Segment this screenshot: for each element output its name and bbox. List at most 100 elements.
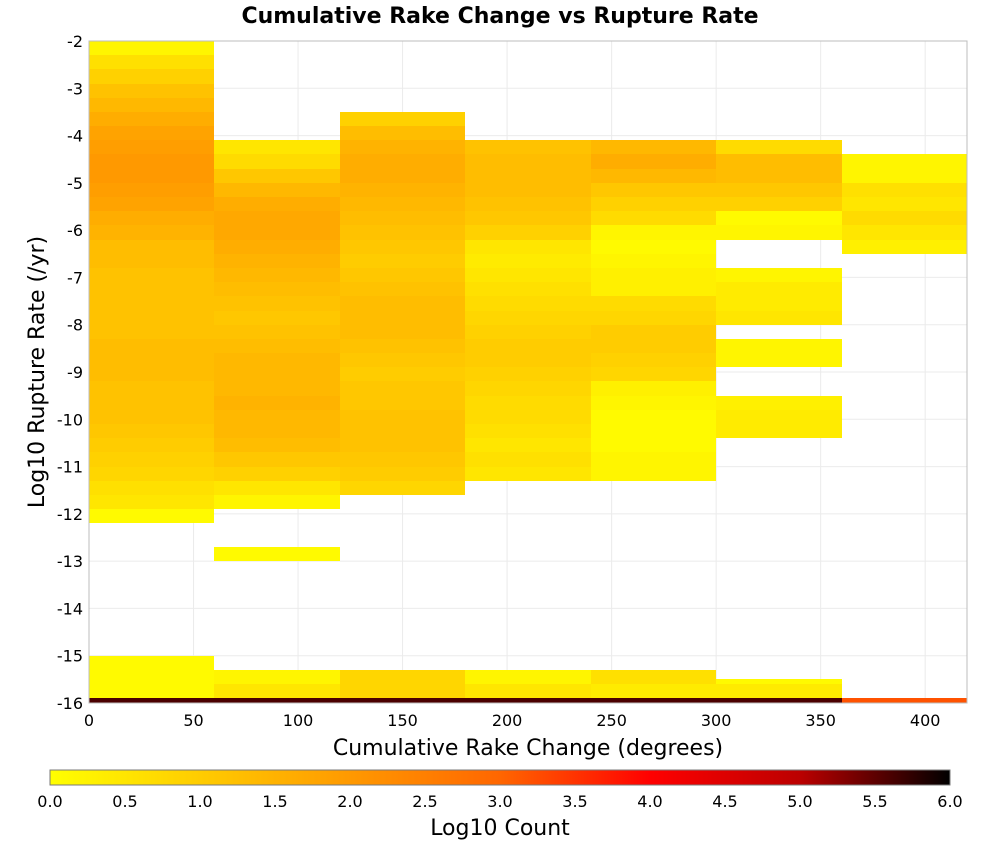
heatmap-cell bbox=[89, 353, 214, 367]
x-tick-label: 250 bbox=[596, 711, 627, 730]
heatmap-cell bbox=[89, 339, 214, 353]
colorbar bbox=[49, 769, 951, 786]
heatmap-cell bbox=[465, 339, 591, 353]
heatmap-cell bbox=[591, 353, 716, 367]
heatmap-cell bbox=[716, 410, 842, 424]
heatmap-cell bbox=[89, 112, 214, 126]
heatmap-cell bbox=[591, 424, 716, 438]
heatmap-cell bbox=[340, 410, 465, 424]
heatmap-cell bbox=[591, 311, 716, 325]
heatmap-cell bbox=[591, 140, 716, 154]
heatmap-cell bbox=[716, 225, 842, 240]
heatmap-cell bbox=[214, 282, 340, 296]
heatmap-cell bbox=[214, 547, 340, 561]
heatmap-cell bbox=[591, 670, 716, 684]
y-axis-label: Log10 Rupture Rate (/yr) bbox=[25, 236, 50, 508]
y-tick-label: -2 bbox=[67, 32, 83, 51]
heatmap-cell bbox=[465, 197, 591, 211]
heatmap-cell bbox=[716, 339, 842, 353]
heatmap-cell bbox=[89, 140, 214, 154]
colorbar-tick-label: 5.0 bbox=[787, 792, 812, 811]
heatmap-cell bbox=[465, 396, 591, 410]
heatmap-cell bbox=[465, 169, 591, 183]
heatmap-cell bbox=[89, 126, 214, 140]
heatmap-cell bbox=[465, 670, 591, 684]
heatmap-cell bbox=[716, 684, 842, 698]
heatmap-cell bbox=[842, 183, 967, 197]
heatmap-cell bbox=[340, 325, 465, 339]
heatmap-cell bbox=[89, 169, 214, 183]
heatmap-cell bbox=[214, 410, 340, 424]
heatmap-cell bbox=[340, 381, 465, 396]
heatmap-cell bbox=[591, 339, 716, 353]
heatmap-cell bbox=[214, 381, 340, 396]
y-tick-label: -13 bbox=[57, 552, 83, 571]
heatmap-cell bbox=[340, 438, 465, 452]
chart-title: Cumulative Rake Change vs Rupture Rate bbox=[241, 4, 758, 29]
heatmap-cell bbox=[465, 311, 591, 325]
heatmap-cell bbox=[89, 381, 214, 396]
heatmap-cell bbox=[214, 169, 340, 183]
heatmap-cell bbox=[591, 467, 716, 481]
heatmap-cell bbox=[465, 381, 591, 396]
y-tick-label: -7 bbox=[67, 268, 83, 287]
heatmap-cell bbox=[89, 410, 214, 424]
heatmap-cell bbox=[465, 268, 591, 282]
heatmap-cell bbox=[214, 254, 340, 268]
heatmap-cell bbox=[214, 353, 340, 367]
heatmap-cell bbox=[465, 140, 591, 154]
heatmap-cell bbox=[89, 481, 214, 495]
heatmap-cell bbox=[465, 367, 591, 381]
heatmap-cell bbox=[591, 197, 716, 211]
heatmap-cell bbox=[842, 240, 967, 254]
heatmap-cell bbox=[214, 325, 340, 339]
x-tick-label: 350 bbox=[805, 711, 836, 730]
heatmap-cell bbox=[716, 268, 842, 282]
heatmap-cell bbox=[89, 41, 214, 55]
heatmap-cell bbox=[465, 296, 591, 311]
colorbar-tick-label: 3.0 bbox=[487, 792, 512, 811]
heatmap-cell bbox=[716, 140, 842, 154]
heatmap-cell bbox=[340, 126, 465, 140]
heatmap-cell bbox=[340, 169, 465, 183]
colorbar-tick-labels: 0.0 0.5 1.0 1.5 2.0 2.5 3.0 3.5 4.0 4.5 5.0 5.5 6.0 bbox=[37, 792, 962, 811]
heatmap-cell bbox=[214, 140, 340, 154]
x-tick-label: 100 bbox=[283, 711, 314, 730]
heatmap-cell bbox=[842, 698, 967, 703]
heatmap-cell bbox=[340, 154, 465, 169]
heatmap-cell bbox=[89, 325, 214, 339]
heatmap-cell bbox=[842, 154, 967, 169]
heatmap-cell bbox=[89, 211, 214, 225]
heatmap-cell bbox=[340, 197, 465, 211]
heatmap-cell bbox=[89, 467, 214, 481]
heatmap-cell bbox=[465, 438, 591, 452]
heatmap-cell bbox=[340, 311, 465, 325]
y-tick-label: -5 bbox=[67, 174, 83, 193]
y-tick-label: -9 bbox=[67, 363, 83, 382]
heatmap-cell bbox=[89, 509, 214, 523]
y-tick-label: -12 bbox=[57, 505, 83, 524]
heatmap-cell bbox=[465, 254, 591, 268]
heatmap-cell bbox=[214, 481, 340, 495]
heatmap-cell bbox=[465, 183, 591, 197]
heatmap-cell bbox=[465, 225, 591, 240]
heatmap-cell bbox=[89, 197, 214, 211]
colorbar-tick-label: 2.5 bbox=[412, 792, 437, 811]
heatmap-cell bbox=[89, 367, 214, 381]
heatmap-cell bbox=[89, 225, 214, 240]
heatmap-cell bbox=[591, 381, 716, 396]
heatmap-cell bbox=[842, 169, 967, 183]
heatmap-cell bbox=[340, 268, 465, 282]
heatmap-cell bbox=[340, 112, 465, 126]
heatmap-cell bbox=[214, 296, 340, 311]
x-tick-label: 400 bbox=[910, 711, 941, 730]
colorbar-tick-label: 4.0 bbox=[637, 792, 662, 811]
heatmap-cell bbox=[89, 183, 214, 197]
heatmap-cell bbox=[716, 296, 842, 311]
heatmap-cell bbox=[716, 154, 842, 169]
y-tick-label: -14 bbox=[57, 599, 83, 618]
heatmap-cell bbox=[465, 684, 591, 698]
heatmap-cell bbox=[214, 240, 340, 254]
heatmap-cell bbox=[465, 452, 591, 467]
